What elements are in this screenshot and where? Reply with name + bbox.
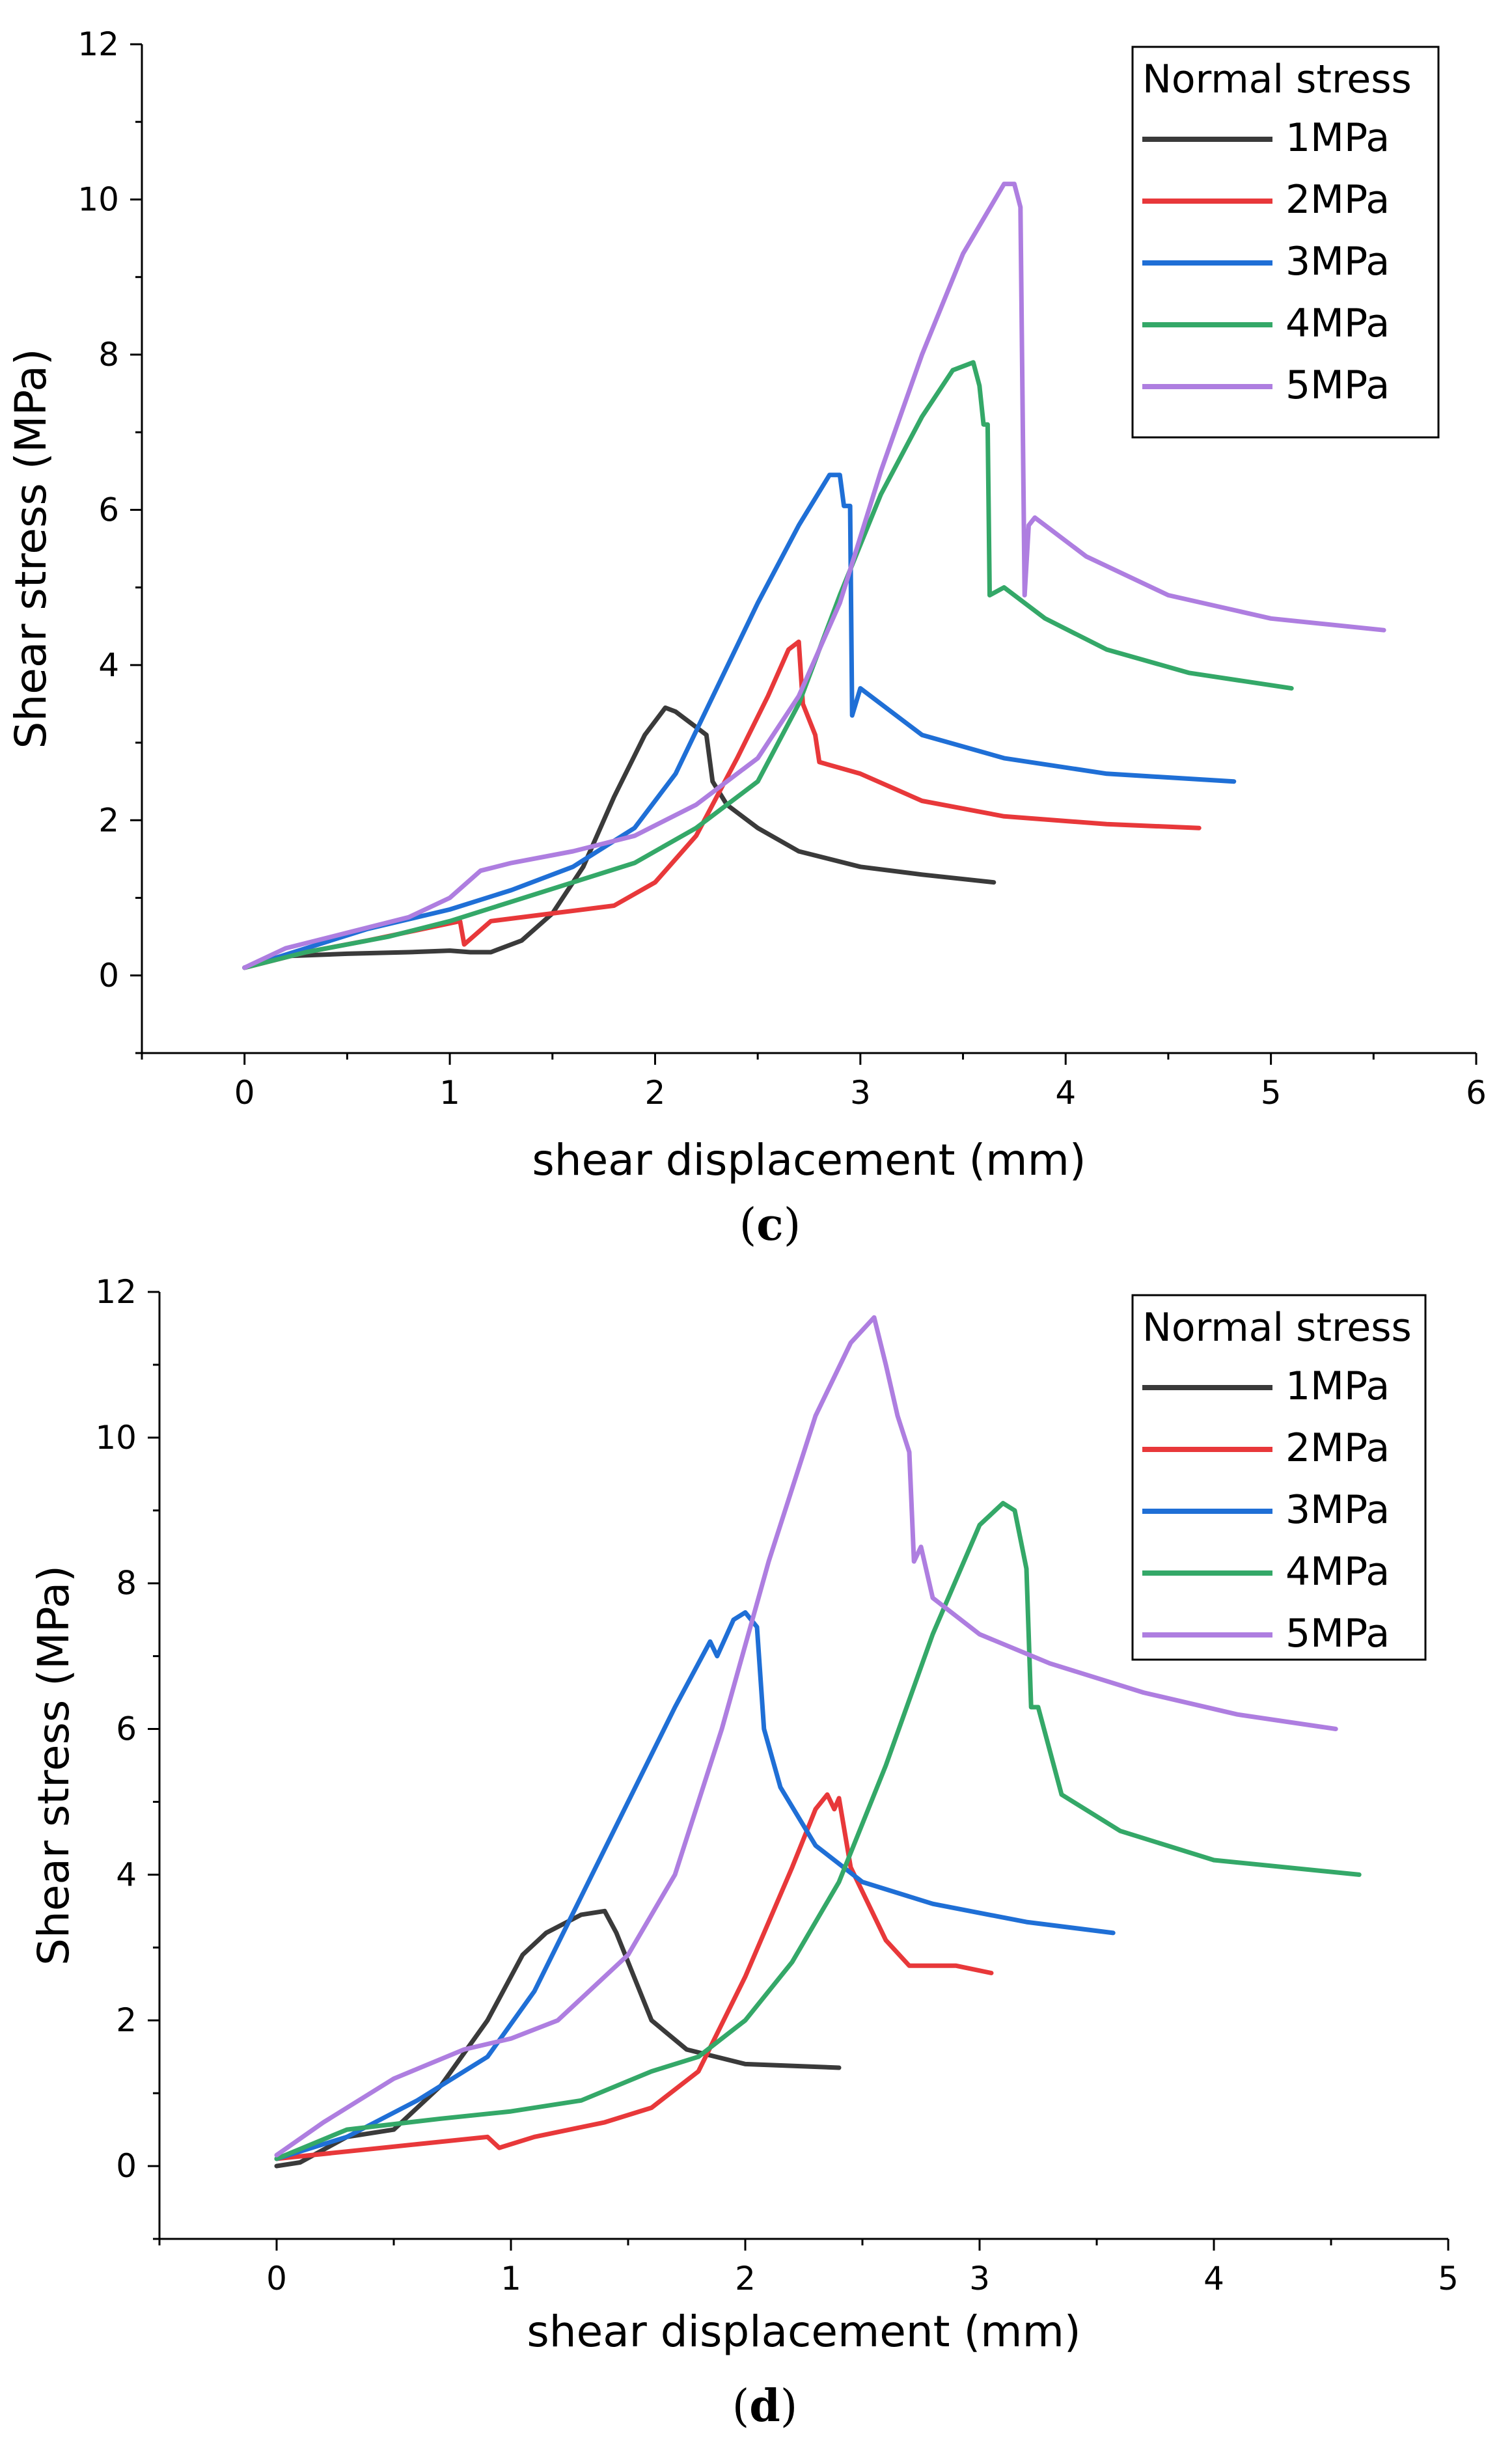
y-tick-label: 2: [98, 801, 119, 839]
x-tick-label: 5: [1261, 1074, 1282, 1112]
series-line-4MPa: [274, 1501, 1362, 2161]
panel-caption: (c): [739, 1199, 801, 1251]
legend-label-3MPa: 3MPa: [1285, 239, 1390, 284]
legend-label-1MPa: 1MPa: [1285, 115, 1390, 161]
legend-box: [1131, 46, 1440, 439]
series-line-3MPa: [274, 1610, 1116, 2161]
series-line-2MPa: [274, 1792, 994, 2161]
x-tick-label: 5: [1438, 2260, 1459, 2297]
y-tick-label: 12: [95, 1273, 137, 1311]
series-line-4MPa: [242, 360, 1294, 970]
legend-label-4MPa: 4MPa: [1285, 1549, 1390, 1595]
y-tick-label: 6: [98, 491, 119, 528]
y-tick-label: 8: [98, 336, 119, 374]
y-tick-label: 4: [98, 646, 119, 684]
x-tick-label: 4: [1055, 1074, 1076, 1112]
x-tick-label: 2: [645, 1074, 666, 1112]
x-tick-label: 1: [501, 2260, 521, 2297]
legend-box: [1131, 1294, 1427, 1661]
x-tick-label: 3: [969, 2260, 990, 2297]
x-tick-label: 4: [1203, 2260, 1224, 2297]
y-tick-label: 8: [116, 1565, 137, 1602]
x-axis-label: shear displacement (mm): [532, 1135, 1086, 1185]
y-tick-label: 6: [116, 1710, 137, 1748]
legend-label-2MPa: 2MPa: [1285, 177, 1390, 223]
y-axis-label: Shear stress (MPa): [29, 1565, 79, 1966]
y-tick-label: 10: [95, 1419, 137, 1457]
legend-label-2MPa: 2MPa: [1285, 1425, 1390, 1471]
legend-title: Normal stress: [1142, 57, 1412, 102]
y-tick-label: 12: [77, 25, 119, 63]
legend-label-5MPa: 5MPa: [1285, 1611, 1390, 1656]
series-line-3MPa: [242, 473, 1237, 970]
legend-label-3MPa: 3MPa: [1285, 1487, 1390, 1533]
series-line-5MPa: [274, 1315, 1338, 2158]
y-tick-label: 0: [116, 2147, 137, 2185]
panel-caption: (d): [732, 2380, 798, 2432]
x-tick-label: 0: [266, 2260, 287, 2297]
x-tick-label: 1: [439, 1074, 460, 1112]
y-tick-label: 0: [98, 957, 119, 994]
legend-label-5MPa: 5MPa: [1285, 363, 1390, 408]
x-tick-label: 6: [1466, 1074, 1487, 1112]
x-tick-label: 2: [735, 2260, 756, 2297]
y-tick-label: 10: [77, 180, 119, 218]
legend-title: Normal stress: [1142, 1305, 1412, 1350]
series-line-1MPa: [242, 705, 997, 970]
series-line-5MPa: [242, 182, 1386, 970]
x-tick-label: 0: [234, 1074, 255, 1112]
y-tick-label: 4: [116, 1856, 137, 1893]
y-axis-label: Shear stress (MPa): [6, 349, 56, 749]
series-line-1MPa: [274, 1908, 842, 2169]
x-axis-label: shear displacement (mm): [527, 2307, 1080, 2357]
y-tick-label: 2: [116, 2001, 137, 2039]
x-tick-label: 3: [850, 1074, 871, 1112]
legend-label-1MPa: 1MPa: [1285, 1364, 1390, 1409]
series-line-2MPa: [242, 639, 1202, 970]
legend-label-4MPa: 4MPa: [1285, 301, 1390, 346]
